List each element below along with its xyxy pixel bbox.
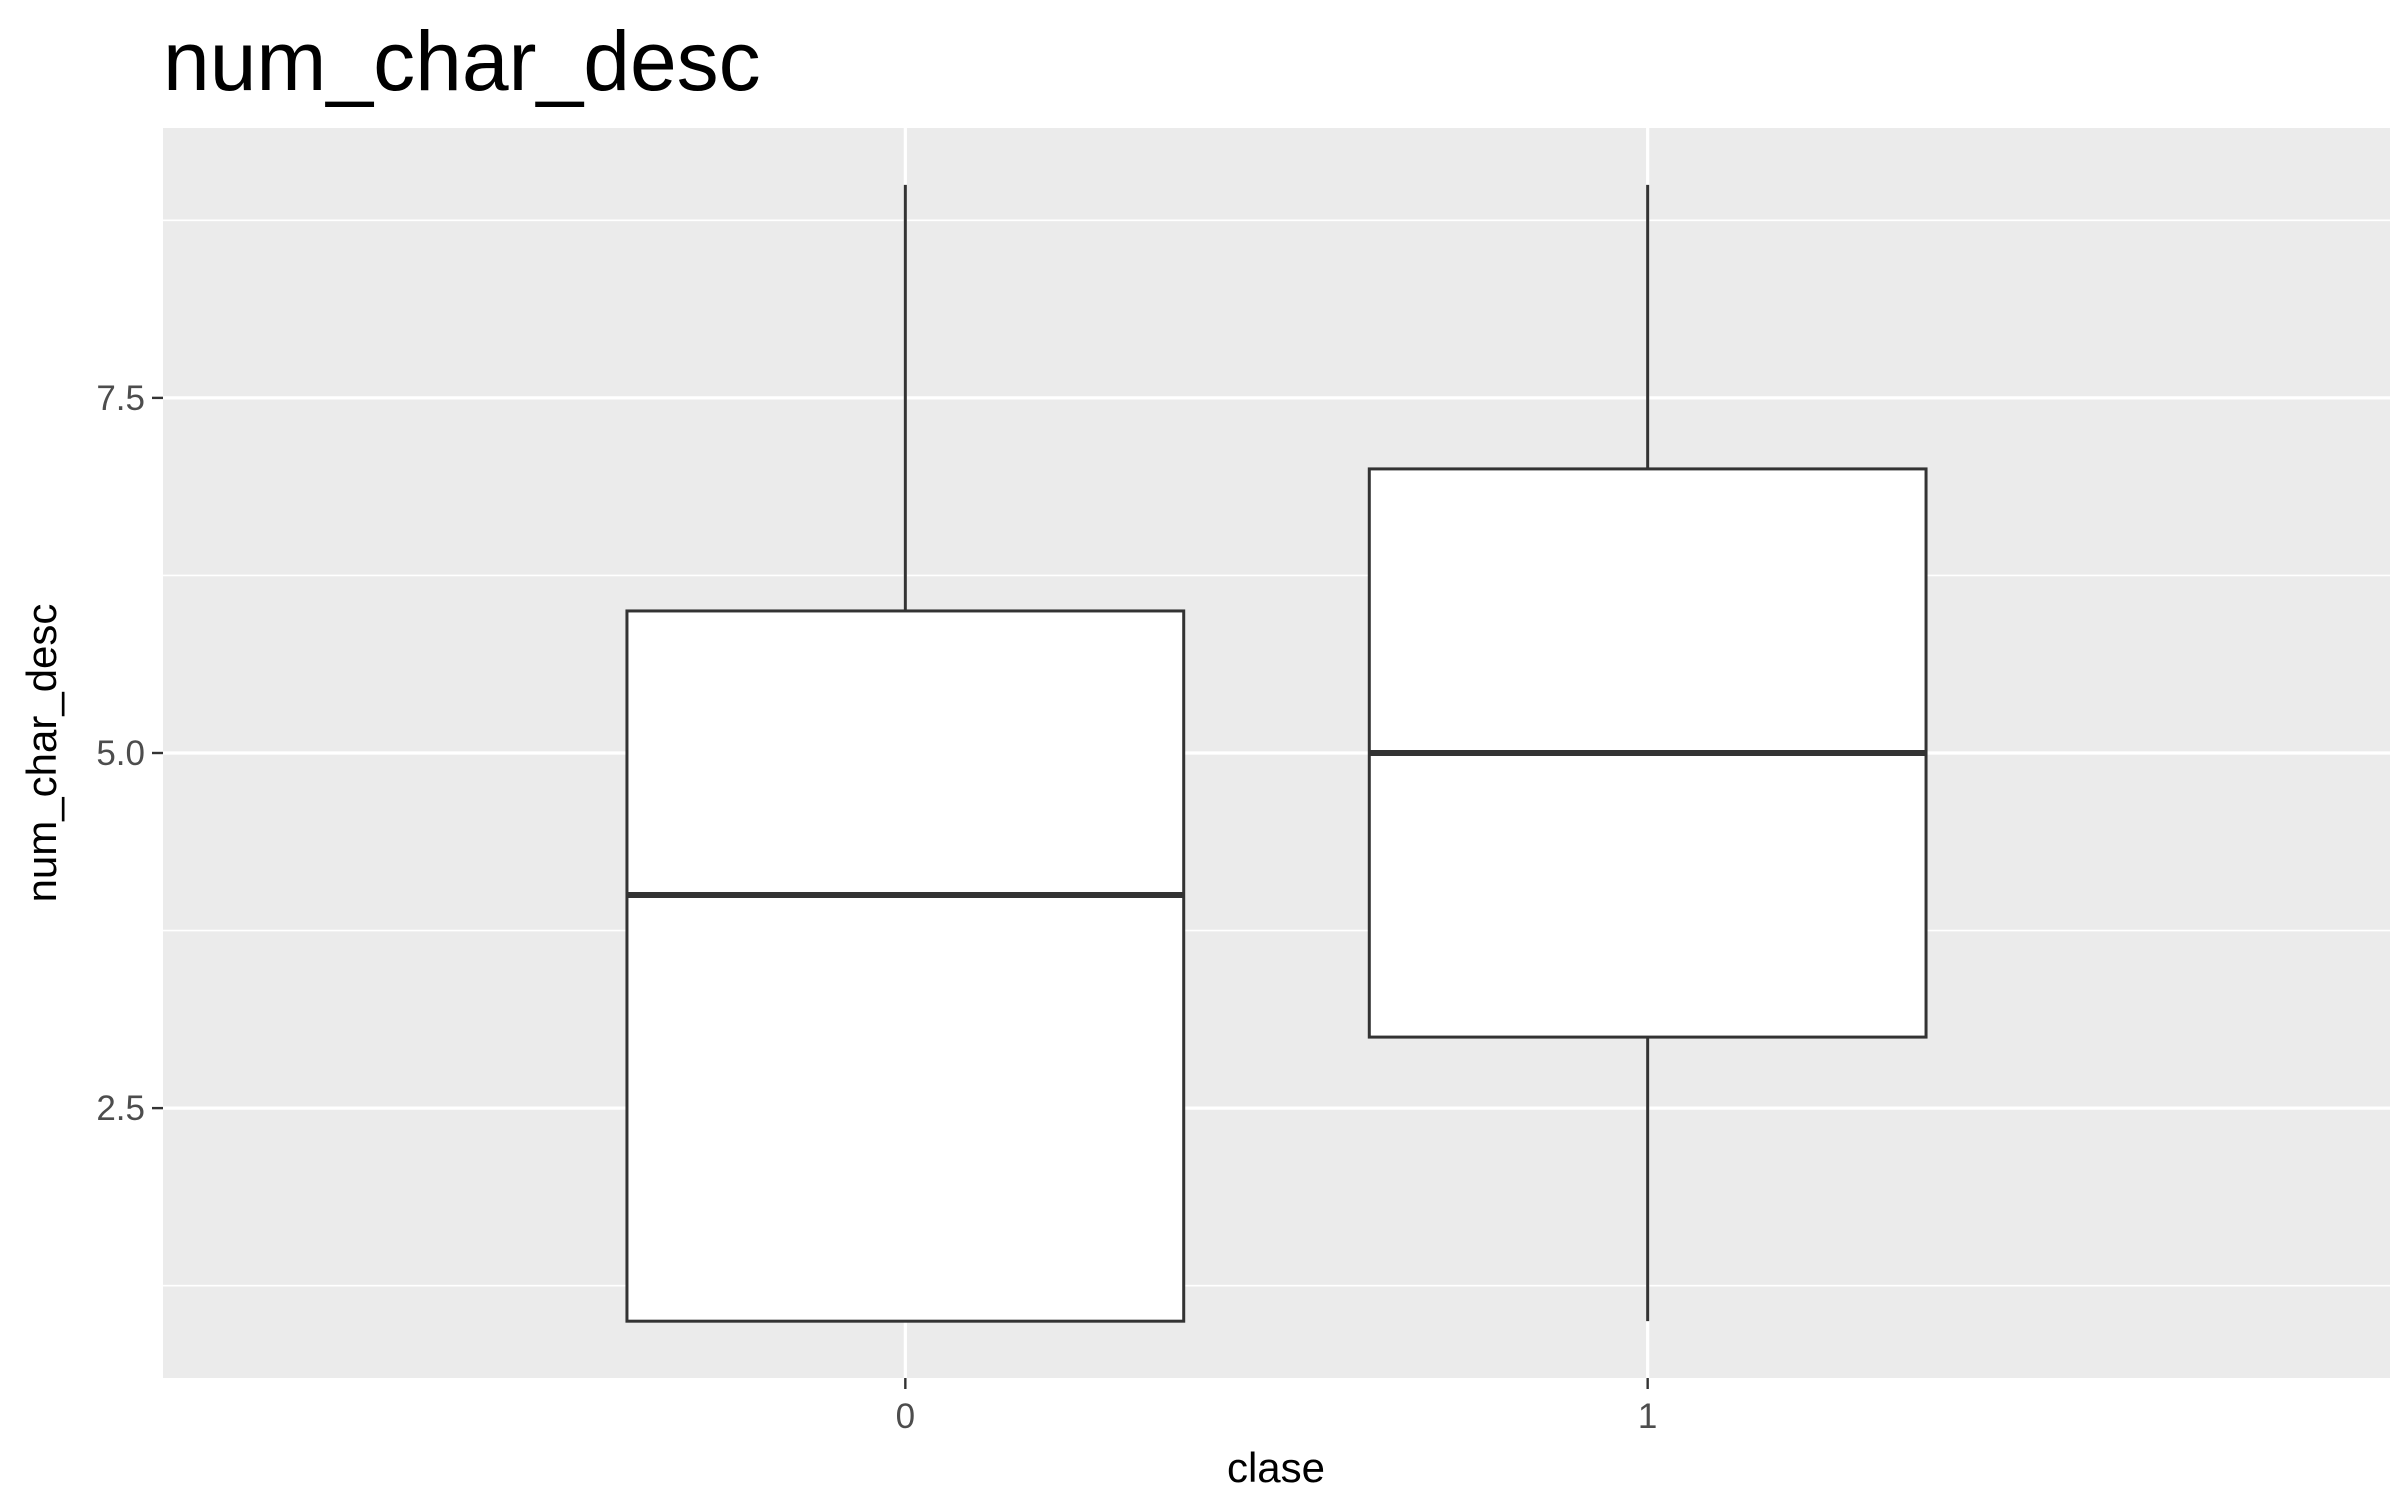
y-tick-label: 5.0: [96, 734, 145, 773]
box-1: [1367, 184, 1928, 1322]
boxes: [625, 184, 1928, 1323]
x-tick-label: 0: [896, 1397, 915, 1436]
box-0: [625, 184, 1186, 1323]
axes: 2.5 5.0 7.5 0 1: [96, 379, 1657, 1436]
y-tick-label: 2.5: [96, 1089, 145, 1128]
x-tick-label: 1: [1638, 1397, 1657, 1436]
box-body: [625, 609, 1186, 1323]
chart-title: num_char_desc: [163, 14, 761, 108]
x-axis-title: clase: [1227, 1444, 1325, 1491]
y-tick-label: 7.5: [96, 379, 145, 418]
y-axis-title: num_char_desc: [18, 604, 65, 903]
